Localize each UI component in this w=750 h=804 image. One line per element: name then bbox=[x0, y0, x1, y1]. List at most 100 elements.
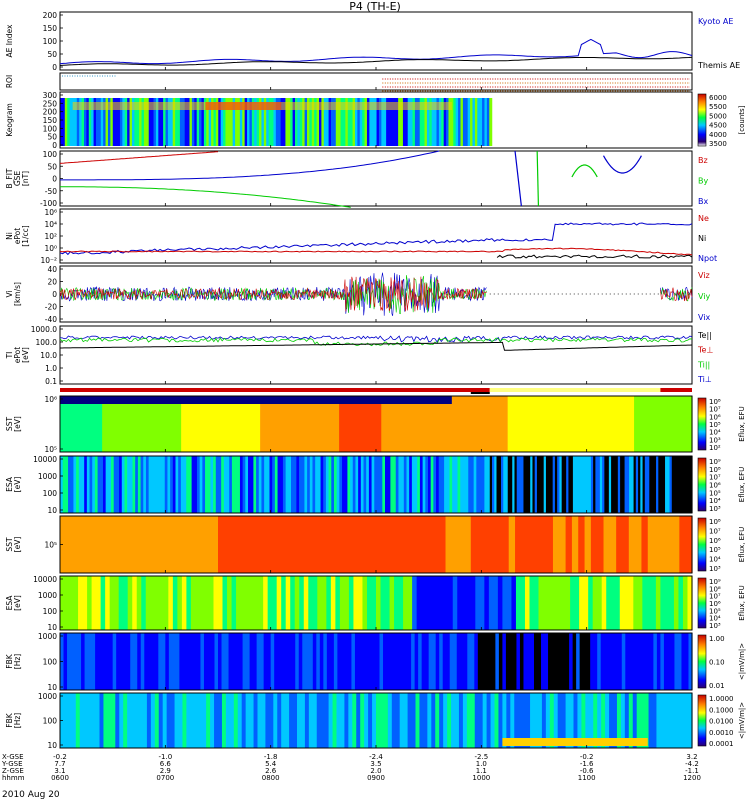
footer-tick-z: 3.1 bbox=[54, 767, 65, 775]
footer-tick-t: 0600 bbox=[51, 774, 69, 782]
colorbar-tick: 10³ bbox=[709, 505, 721, 513]
legend-entry: Ti⊥ bbox=[697, 375, 712, 384]
colorbar-tick: 10⁸ bbox=[709, 398, 721, 406]
footer-tick-y: 1.0 bbox=[476, 760, 487, 768]
legend-entry: Themis AE bbox=[697, 61, 740, 70]
y-tick-label: 150 bbox=[43, 116, 58, 125]
y-tick-label: 100.0 bbox=[36, 338, 58, 347]
footer-axis: X-GSEY-GSEZ-GSEhhmm-0.27.73.10600-1.06.6… bbox=[1, 753, 701, 782]
footer-row-label: X-GSE bbox=[2, 753, 24, 761]
colorbar bbox=[697, 694, 707, 747]
colorbar-tick: 10⁴ bbox=[709, 556, 721, 564]
footer-tick-y: 5.4 bbox=[265, 760, 277, 768]
colorbar-tick: 5500 bbox=[709, 103, 727, 111]
y-axis-label: ePot bbox=[13, 347, 22, 363]
colorbar-tick: 10⁵ bbox=[709, 421, 721, 429]
bx-trace bbox=[60, 150, 440, 181]
y-axis-label: [km/s] bbox=[13, 282, 22, 306]
y-tick-label: 200 bbox=[43, 11, 58, 20]
date-label: 2010 Aug 20 bbox=[2, 790, 60, 800]
panel-11: 1000 100 10 FBK [Hz] 1.00 0.10 0.01 <|mV/m|> bbox=[5, 632, 746, 692]
bz-trace bbox=[59, 151, 219, 164]
colorbar-tick: 10³ bbox=[709, 622, 721, 630]
y-tick-label: 10⁰ bbox=[44, 244, 57, 253]
mode-bar bbox=[60, 388, 490, 392]
footer-tick-t: 1200 bbox=[683, 774, 701, 782]
y-axis-label: [Hz] bbox=[13, 654, 22, 670]
y-tick-label: 100 bbox=[43, 717, 58, 726]
footer-tick-x: -0.2 bbox=[580, 753, 594, 761]
y-axis-label: B_FIT bbox=[5, 168, 14, 188]
y-tick-label: 100 bbox=[43, 658, 58, 667]
colorbar-label: <|mV/m|> bbox=[738, 643, 746, 680]
colorbar-tick: 10⁸ bbox=[709, 585, 721, 593]
colorbar-tick: 10⁹ bbox=[709, 458, 721, 466]
colorbar-tick: 10³ bbox=[709, 436, 721, 444]
footer-tick-x: -1.0 bbox=[158, 753, 172, 761]
y-tick-label: 10⁶ bbox=[44, 395, 57, 404]
y-tick-label: -20 bbox=[45, 303, 57, 312]
panel-10: 10000 1000 100 10 ESA [eV] 10⁹10⁸10⁷10⁶10⁵10⁴1… bbox=[5, 575, 746, 632]
y-tick-label: 10 bbox=[47, 623, 57, 632]
ne-trace bbox=[59, 247, 693, 256]
footer-tick-z: 2.0 bbox=[370, 767, 381, 775]
footer-tick-x: -2.4 bbox=[369, 753, 383, 761]
panel-frame bbox=[59, 325, 693, 385]
legend-entry: Ni bbox=[698, 234, 706, 243]
colorbar bbox=[697, 93, 707, 147]
y-tick-label: 0 bbox=[52, 175, 57, 184]
legend-entry: Viy bbox=[698, 292, 711, 301]
colorbar-tick: 0.0010 bbox=[709, 729, 734, 737]
colorbar-tick: 0.01 bbox=[709, 682, 725, 690]
colorbar-tick: 1.0000 bbox=[709, 695, 734, 703]
y-tick-label: 10⁵ bbox=[44, 445, 57, 454]
y-axis-label: [nT] bbox=[21, 171, 30, 186]
colorbar bbox=[697, 634, 707, 689]
colorbar-tick: 10⁶ bbox=[709, 413, 721, 421]
fbk-band bbox=[502, 738, 648, 746]
panel-3: 100 50 0 -50 -100 B_FIT GSE [nT] Bz By Bx bbox=[5, 150, 708, 208]
ae-themis-trace bbox=[59, 56, 693, 66]
panel-1: ROI bbox=[5, 72, 693, 91]
footer-tick-z: 1.1 bbox=[476, 767, 487, 775]
vi-trace bbox=[59, 276, 487, 312]
colorbar-tick: 10⁸ bbox=[709, 518, 721, 526]
mode-bar bbox=[470, 392, 490, 394]
colorbar-tick: 10⁴ bbox=[709, 615, 721, 623]
y-tick-label: 1000 bbox=[38, 472, 57, 481]
colorbar-tick: 1.00 bbox=[709, 635, 725, 643]
colorbar-tick: 10⁷ bbox=[709, 527, 721, 535]
y-axis-label: FBK bbox=[5, 712, 14, 727]
panel-6: 1000.0 100.0 10.0 1.0 0.1 TI ePot [eV] Te|| Te⊥ Ti… bbox=[5, 325, 713, 386]
footer-tick-x: -1.8 bbox=[264, 753, 278, 761]
colorbar-tick: 6000 bbox=[709, 94, 727, 102]
footer-tick-t: 0800 bbox=[262, 774, 280, 782]
footer-row-label: hhmm bbox=[2, 774, 25, 782]
y-tick-label: 10² bbox=[44, 232, 57, 241]
colorbar-tick: 10⁷ bbox=[709, 406, 721, 414]
y-tick-label: 50 bbox=[47, 50, 57, 59]
panel-frame bbox=[59, 208, 693, 264]
footer-tick-y: 6.6 bbox=[160, 760, 172, 768]
y-tick-label: 20 bbox=[47, 278, 57, 287]
y-tick-label: 10⁻² bbox=[40, 256, 57, 265]
mode-bar bbox=[489, 388, 661, 392]
panel-8: 10000 1000 100 10 ESA [eV] 10⁹10⁸10⁷10⁶10⁵10⁴1… bbox=[5, 455, 746, 515]
footer-tick-y: 7.7 bbox=[54, 760, 65, 768]
y-tick-label: 100 bbox=[43, 37, 58, 46]
legend-entry: Npot bbox=[698, 254, 717, 263]
y-tick-label: 1.0 bbox=[45, 364, 57, 373]
y-tick-label: 200 bbox=[43, 108, 58, 117]
colorbar-label: Eflux, EFU bbox=[738, 467, 746, 502]
y-axis-label: Ni bbox=[5, 232, 14, 240]
footer-tick-z: -1.1 bbox=[685, 767, 699, 775]
colorbar-tick: 10⁷ bbox=[709, 474, 721, 482]
colorbar-tick: 4000 bbox=[709, 131, 727, 139]
colorbar-tick: 10⁵ bbox=[709, 546, 721, 554]
y-tick-label: 100 bbox=[43, 489, 58, 498]
panel-5: 40 20 0 -20 -40 Vi [km/s] Viz Viy Vix bbox=[5, 265, 711, 324]
